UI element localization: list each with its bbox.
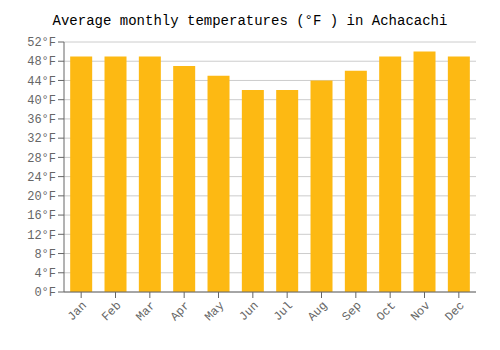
svg-text:24°F: 24°F bbox=[27, 171, 56, 185]
svg-text:36°F: 36°F bbox=[27, 113, 56, 127]
svg-text:Sep: Sep bbox=[340, 299, 365, 324]
svg-text:32°F: 32°F bbox=[27, 132, 56, 146]
svg-text:Aug: Aug bbox=[305, 299, 330, 324]
svg-text:28°F: 28°F bbox=[27, 152, 56, 166]
svg-text:16°F: 16°F bbox=[27, 209, 56, 223]
svg-text:0°F: 0°F bbox=[34, 286, 56, 300]
svg-text:48°F: 48°F bbox=[27, 55, 56, 69]
svg-text:Dec: Dec bbox=[443, 299, 468, 324]
svg-text:40°F: 40°F bbox=[27, 94, 56, 108]
svg-text:Oct: Oct bbox=[374, 299, 399, 324]
svg-text:May: May bbox=[202, 299, 227, 324]
svg-text:20°F: 20°F bbox=[27, 190, 56, 204]
svg-text:44°F: 44°F bbox=[27, 75, 56, 89]
svg-text:8°F: 8°F bbox=[34, 248, 56, 262]
svg-text:Nov: Nov bbox=[408, 299, 433, 324]
svg-text:12°F: 12°F bbox=[27, 229, 56, 243]
svg-text:4°F: 4°F bbox=[34, 267, 56, 281]
svg-text:Jun: Jun bbox=[237, 299, 262, 324]
svg-text:52°F: 52°F bbox=[27, 36, 56, 50]
svg-text:Mar: Mar bbox=[134, 299, 159, 324]
html-text:Average monthly temperatures (: Average monthly temperatures (°F ) in Ac… bbox=[52, 13, 448, 29]
svg-text:Jan: Jan bbox=[65, 299, 90, 324]
svg-text:Jul: Jul bbox=[271, 299, 296, 324]
svg-text:Feb: Feb bbox=[99, 299, 124, 324]
svg-text:Apr: Apr bbox=[168, 299, 193, 324]
